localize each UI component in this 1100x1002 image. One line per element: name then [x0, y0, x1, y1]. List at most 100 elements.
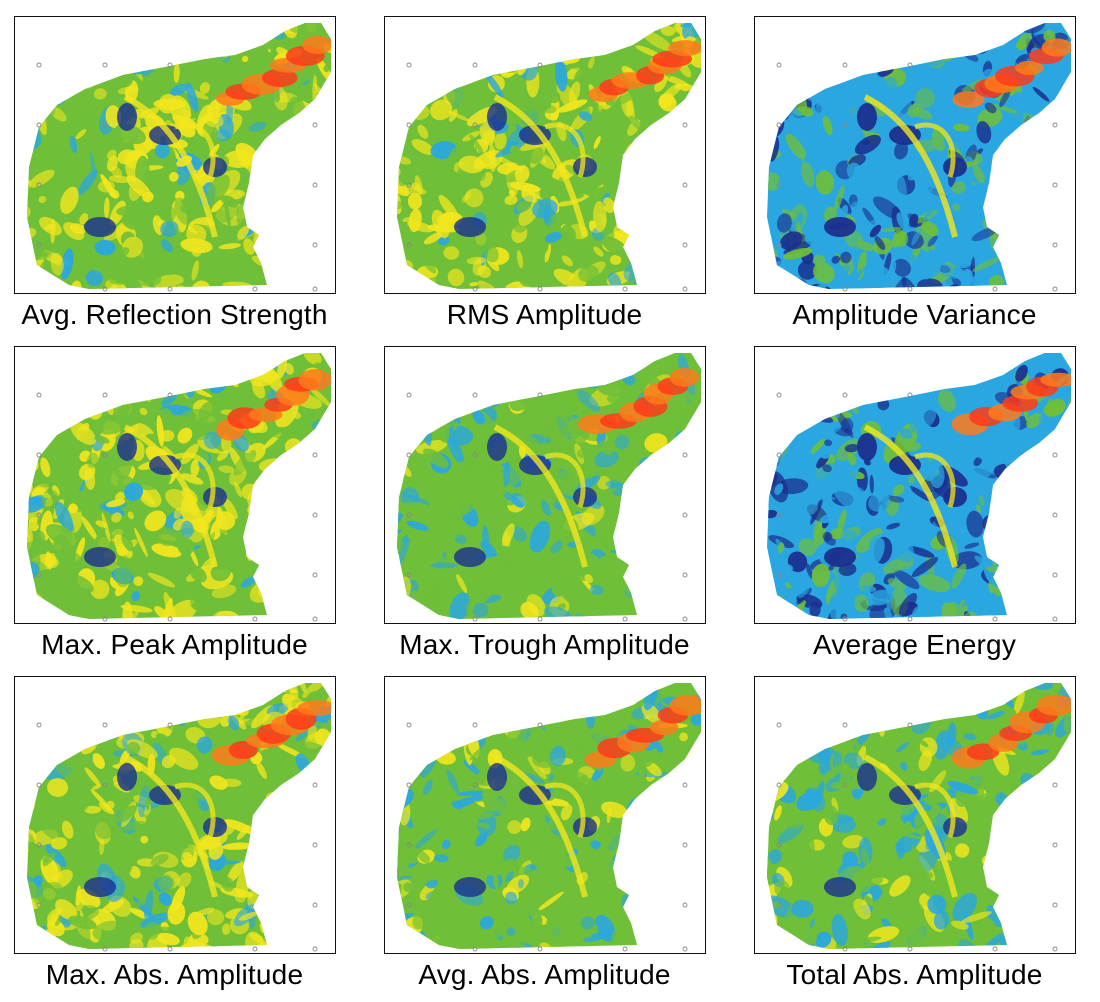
grid-dot — [167, 946, 173, 952]
grid-dot — [537, 62, 543, 68]
grid-dot — [682, 182, 688, 188]
grid-dot — [36, 572, 42, 578]
attribute-fill — [397, 353, 701, 619]
grid-dot — [776, 452, 782, 458]
grid-dot — [102, 722, 108, 728]
grid-dot — [36, 62, 42, 68]
grid-dot — [1052, 572, 1058, 578]
grid-dot — [776, 782, 782, 788]
panel-total-abs-amplitude: Total Abs. Amplitude — [748, 672, 1100, 1002]
grid-dot — [102, 286, 108, 292]
grid-dot — [776, 572, 782, 578]
grid-dot — [682, 512, 688, 518]
grid-dot — [36, 182, 42, 188]
grid-dot — [472, 946, 478, 952]
grid-dot — [472, 62, 478, 68]
grid-dot — [312, 182, 318, 188]
grid-dot — [682, 902, 688, 908]
grid-dot — [1052, 512, 1058, 518]
attribute-fill — [767, 23, 1071, 289]
grid-dot — [36, 452, 42, 458]
grid-dot — [406, 242, 412, 248]
attribute-fill — [397, 23, 701, 289]
grid-dot — [682, 452, 688, 458]
grid-dot — [776, 392, 782, 398]
panel-avg-abs-amplitude: Avg. Abs. Amplitude — [378, 672, 735, 1002]
grid-dot — [312, 572, 318, 578]
panel-amplitude-variance: Amplitude Variance — [748, 12, 1100, 342]
grid-dot — [102, 782, 108, 788]
grid-dot — [36, 782, 42, 788]
grid-dot — [842, 62, 848, 68]
grid-dot — [472, 286, 478, 292]
grid-dot — [992, 286, 998, 292]
grid-dot — [776, 722, 782, 728]
grid-dot — [682, 122, 688, 128]
grid-dot — [682, 572, 688, 578]
panel-caption: Total Abs. Amplitude — [786, 959, 1043, 990]
seismic-attribute-map — [397, 23, 701, 292]
map-frame — [14, 16, 336, 294]
panel-max-trough-amplitude: Max. Trough Amplitude — [378, 342, 735, 672]
grid-dot — [907, 722, 913, 728]
grid-dot — [537, 946, 543, 952]
grid-dot — [406, 62, 412, 68]
panel-caption: Average Energy — [812, 629, 1017, 660]
seismic-attribute-map — [767, 23, 1071, 292]
grid-dot — [252, 946, 258, 952]
attribute-fill — [767, 683, 1071, 949]
grid-dot — [36, 242, 42, 248]
grid-dot — [907, 286, 913, 292]
grid-dot — [622, 946, 628, 952]
grid-dot — [312, 512, 318, 518]
grid-dot — [406, 452, 412, 458]
map-frame — [384, 346, 706, 624]
grid-dot — [472, 122, 478, 128]
grid-dot — [1052, 616, 1058, 622]
grid-dot — [907, 946, 913, 952]
grid-dot — [36, 842, 42, 848]
grid-dot — [36, 512, 42, 518]
grid-dot — [1052, 242, 1058, 248]
grid-dot — [537, 392, 543, 398]
grid-dot — [992, 616, 998, 622]
seismic-attribute-map — [767, 683, 1071, 952]
map-frame — [14, 346, 336, 624]
grid-dot — [682, 242, 688, 248]
grid-dot — [776, 512, 782, 518]
grid-dot — [406, 512, 412, 518]
map-frame — [384, 16, 706, 294]
panel-caption: Amplitude Variance — [792, 299, 1037, 330]
grid-dot — [907, 616, 913, 622]
grid-dot — [102, 62, 108, 68]
attribute-fill — [27, 353, 331, 619]
panel-caption: Avg. Abs. Amplitude — [418, 959, 671, 990]
grid-dot — [776, 242, 782, 248]
seismic-attribute-map — [27, 683, 331, 952]
grid-dot — [1052, 286, 1058, 292]
grid-dot — [312, 842, 318, 848]
grid-dot — [842, 286, 848, 292]
grid-dot — [1052, 122, 1058, 128]
grid-dot — [842, 452, 848, 458]
grid-dot — [842, 122, 848, 128]
map-frame — [14, 676, 336, 954]
panel-rms-amplitude: RMS Amplitude — [378, 12, 735, 342]
grid-dot — [682, 286, 688, 292]
grid-dot — [36, 722, 42, 728]
grid-dot — [842, 616, 848, 622]
seismic-attribute-map — [397, 353, 701, 622]
grid-dot — [776, 842, 782, 848]
grid-dot — [406, 842, 412, 848]
attribute-fill — [27, 23, 331, 289]
panel-caption: Max. Trough Amplitude — [399, 629, 690, 660]
grid-dot — [36, 122, 42, 128]
grid-dot — [682, 842, 688, 848]
grid-dot — [167, 392, 173, 398]
grid-dot — [682, 616, 688, 622]
grid-dot — [312, 782, 318, 788]
grid-dot — [36, 902, 42, 908]
grid-dot — [312, 122, 318, 128]
grid-dot — [167, 286, 173, 292]
map-frame — [754, 346, 1076, 624]
